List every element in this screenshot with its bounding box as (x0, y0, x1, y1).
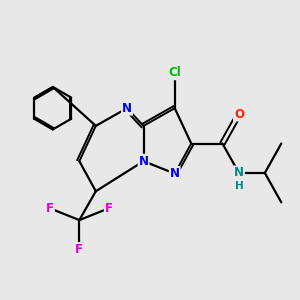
Text: Cl: Cl (168, 66, 181, 80)
Text: N: N (234, 167, 244, 179)
Text: O: O (234, 108, 244, 121)
Text: F: F (105, 202, 113, 215)
Text: F: F (75, 243, 83, 256)
Text: N: N (170, 167, 180, 180)
Text: H: H (235, 181, 243, 191)
Text: F: F (46, 202, 54, 215)
Text: N: N (122, 102, 132, 115)
Text: N: N (139, 155, 148, 168)
